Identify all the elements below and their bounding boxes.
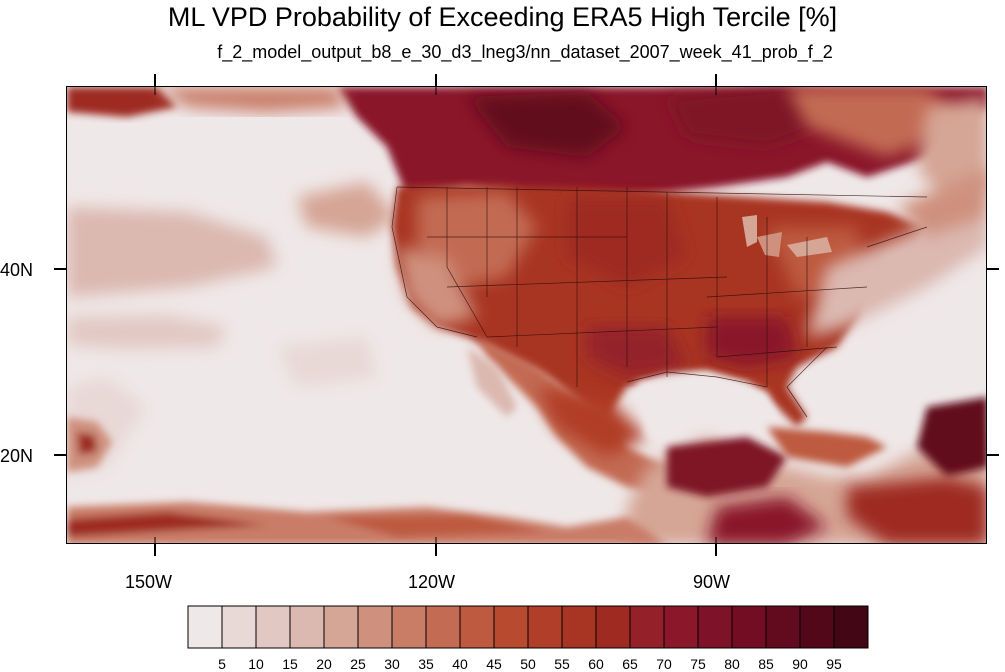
colorbar-swatch [289,605,325,649]
colorbar-label: 50 [520,656,536,672]
colorbar-label: 60 [588,656,604,672]
colorbar-label: 95 [826,656,842,672]
colorbar-swatch [221,605,257,649]
colorbar-label: 15 [282,656,298,672]
colorbar-swatch [527,605,563,649]
map-canvas [67,87,986,543]
colorbar-swatch [323,605,359,649]
colorbar-swatch [629,605,665,649]
colorbar-swatch [391,605,427,649]
colorbar-swatches [187,605,869,649]
colorbar-swatch [357,605,393,649]
colorbar-swatch [595,605,631,649]
lon-label-120w: 120W [408,572,456,592]
colorbar-label: 10 [248,656,264,672]
hawaii-region [67,417,112,472]
colorbar-swatch [255,605,291,649]
colorbar-swatch [663,605,699,649]
map-title: ML VPD Probability of Exceeding ERA5 Hig… [167,2,838,32]
colorbar-swatch [697,605,733,649]
atlantic-patches [807,167,986,337]
probability-map [66,86,987,544]
lon-label-150w: 150W [125,572,173,592]
colorbar-swatch [187,605,223,649]
lat-label-20n: 20N [0,446,34,466]
colorbar-swatch [765,605,801,649]
colorbar-label: 20 [316,656,332,672]
colorbar-label: 40 [452,656,468,672]
colorbar-label: 45 [486,656,502,672]
colorbar-swatch [425,605,461,649]
colorbar-label: 25 [350,656,366,672]
map-subtitle: f_2_model_output_b8_e_30_d3_lneg3/nn_dat… [217,42,833,62]
colorbar-swatch [561,605,597,649]
south-pacific-band [67,502,665,543]
colorbar-swatch [799,605,835,649]
north-region [67,87,986,207]
colorbar-label: 30 [384,656,400,672]
caribbean-region [627,397,986,543]
gulf-of-mexico [637,372,777,457]
colorbar-label: 75 [690,656,706,672]
colorbar-label: 80 [724,656,740,672]
colorbar-label: 35 [418,656,434,672]
colorbar-label: 55 [554,656,570,672]
colorbar-swatch [459,605,495,649]
colorbar-swatch [731,605,767,649]
colorbar-swatch [493,605,529,649]
inner-ticks [154,87,717,543]
colorbar-label: 70 [656,656,672,672]
lat-label-40n: 40N [0,260,34,280]
pacific-patches [67,182,397,477]
state-borders [391,186,928,418]
colorbar-label: 85 [758,656,774,672]
lon-label-90w: 90W [693,572,731,592]
mexico-region [467,337,727,507]
colorbar-label: 5 [218,656,226,672]
colorbar-label: 90 [792,656,808,672]
colorbar-label: 65 [622,656,638,672]
colorbar-swatch [833,605,869,649]
